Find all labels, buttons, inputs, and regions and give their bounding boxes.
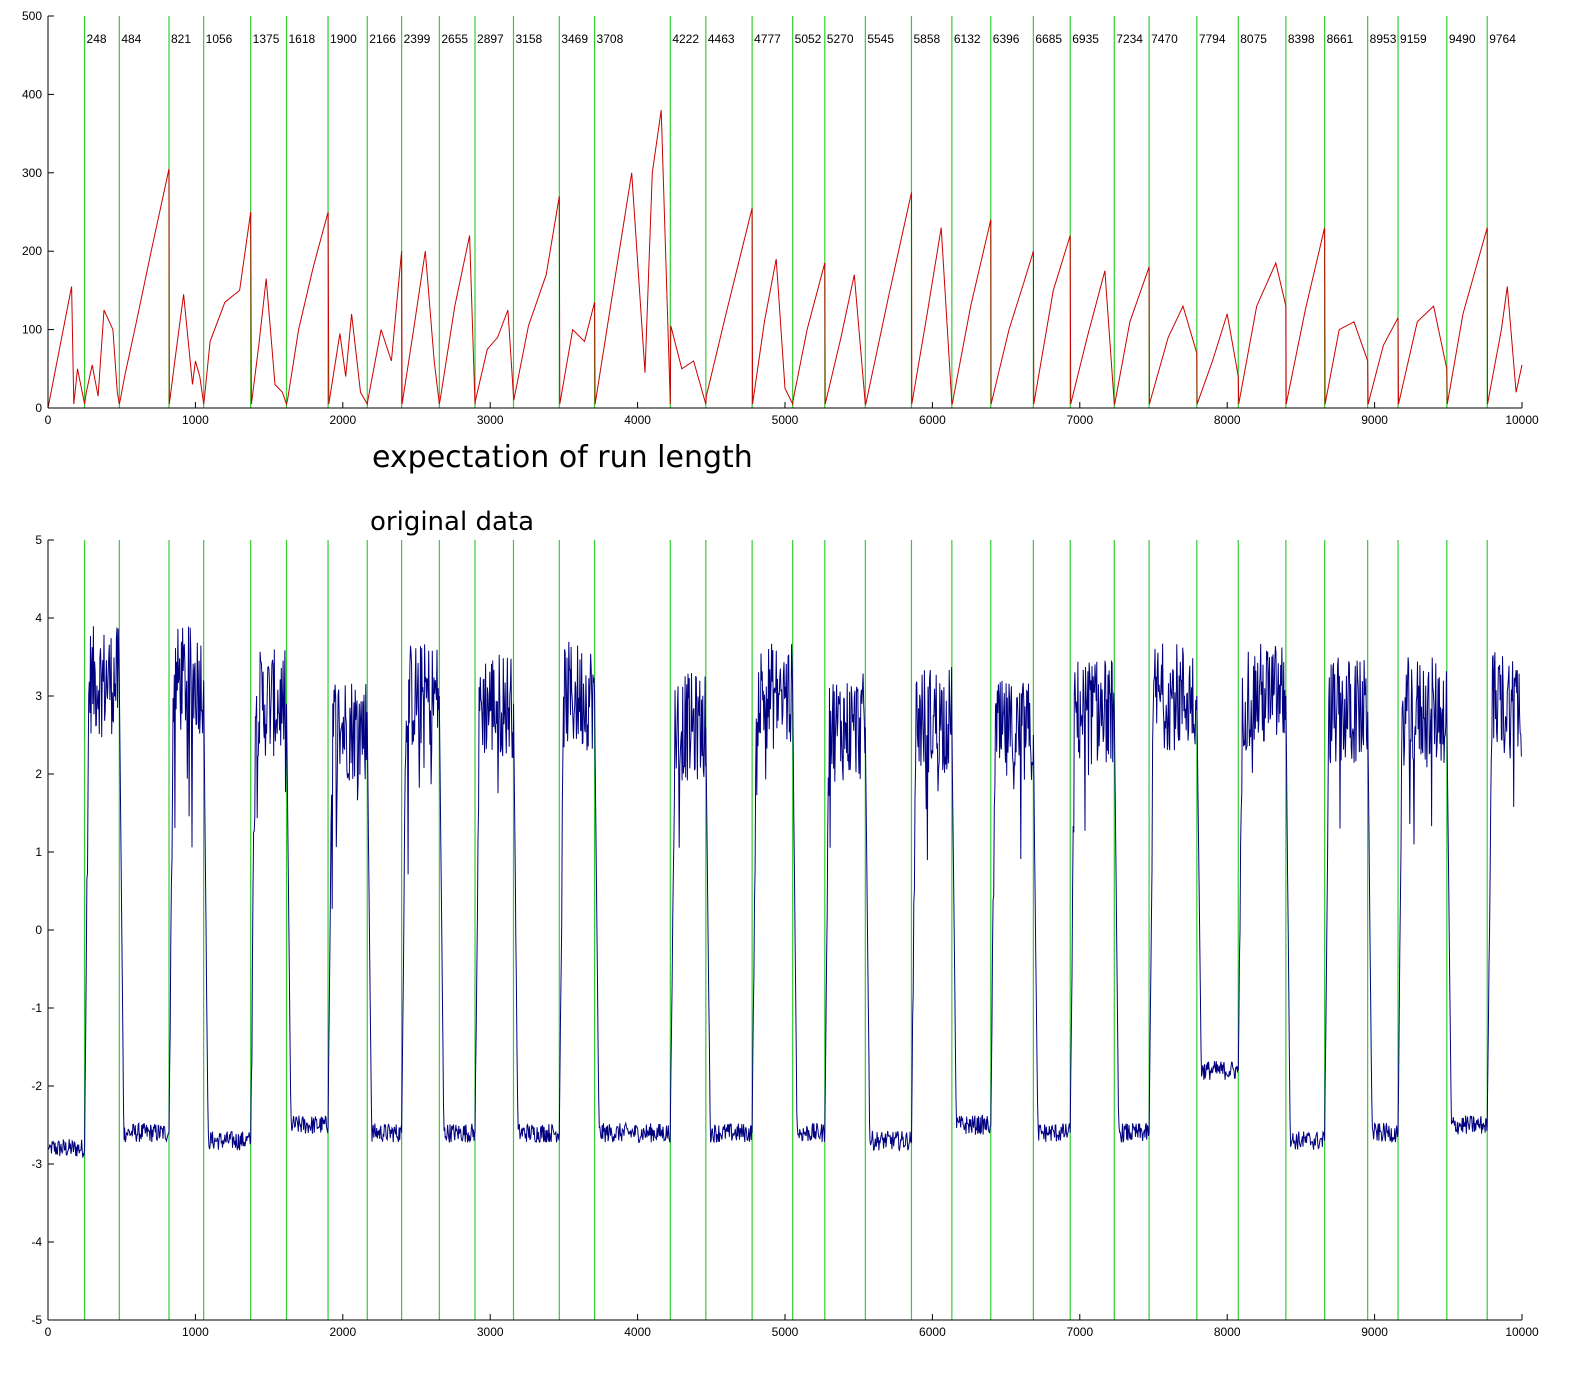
changepoint-label: 7234	[1116, 32, 1143, 46]
changepoint-label: 8953	[1370, 32, 1397, 46]
top-x-tick-label: 6000	[919, 413, 946, 427]
changepoint-label: 7794	[1199, 32, 1226, 46]
top-x-tick-label: 4000	[624, 413, 651, 427]
changepoint-label: 248	[87, 32, 107, 46]
bottom-x-tick-label: 8000	[1214, 1325, 1241, 1339]
changepoint-label: 6396	[993, 32, 1020, 46]
changepoint-label: 8398	[1288, 32, 1315, 46]
top-x-tick-label: 3000	[477, 413, 504, 427]
changepoint-label: 2399	[404, 32, 431, 46]
bottom-x-tick-label: 9000	[1361, 1325, 1388, 1339]
changepoint-label: 4222	[672, 32, 699, 46]
bottom-x-tick-label: 2000	[329, 1325, 356, 1339]
top-y-tick-label: 100	[22, 323, 42, 337]
changepoint-label: 1900	[330, 32, 357, 46]
bottom-y-tick-label: 1	[35, 845, 42, 859]
top-y-tick-label: 200	[22, 244, 42, 258]
bottom-chart-caption: original data	[370, 507, 534, 537]
top-y-tick-label: 500	[22, 9, 42, 23]
changepoint-label: 5858	[913, 32, 940, 46]
changepoint-label: 9159	[1400, 32, 1427, 46]
top-x-tick-label: 10000	[1505, 413, 1539, 427]
bottom-x-tick-label: 3000	[477, 1325, 504, 1339]
bottom-y-tick-label: -1	[31, 1001, 42, 1015]
top-x-tick-label: 9000	[1361, 413, 1388, 427]
bottom-x-tick-label: 7000	[1066, 1325, 1093, 1339]
top-x-tick-label: 1000	[182, 413, 209, 427]
bottom-y-tick-label: 2	[35, 767, 42, 781]
changepoint-label: 2897	[477, 32, 504, 46]
bottom-x-tick-label: 5000	[772, 1325, 799, 1339]
bottom-y-tick-label: -3	[31, 1157, 42, 1171]
top-x-tick-label: 7000	[1066, 413, 1093, 427]
bottom-y-tick-label: -2	[31, 1079, 42, 1093]
run-length-chart: 0 100 200 300 400 500 0 1000 2000 3000 4000 5000 60…	[22, 9, 1539, 427]
bottom-x-tick-label: 0	[45, 1325, 52, 1339]
changepoint-label: 3158	[515, 32, 542, 46]
changepoint-label: 9490	[1449, 32, 1476, 46]
changepoint-label: 484	[121, 32, 141, 46]
top-x-tick-label: 2000	[329, 413, 356, 427]
run-length-plot-area	[47, 16, 1523, 409]
bottom-y-tick-label: 3	[35, 689, 42, 703]
bottom-x-tick-label: 10000	[1505, 1325, 1539, 1339]
top-y-tick-label: 300	[22, 166, 42, 180]
bottom-y-tick-labels: -5 -4 -3 -2 -1 0 1 2 3 4 5	[31, 533, 54, 1327]
changepoint-label: 6132	[954, 32, 981, 46]
changepoint-label: 8661	[1327, 32, 1354, 46]
top-x-tick-label: 0	[45, 413, 52, 427]
original-data-plot-area	[47, 540, 1522, 1320]
bottom-y-tick-label: 4	[35, 611, 42, 625]
changepoint-label: 4463	[708, 32, 735, 46]
bottom-x-tick-label: 4000	[624, 1325, 651, 1339]
changepoint-label: 1375	[253, 32, 280, 46]
original-data-chart: -5 -4 -3 -2 -1 0 1 2 3 4 5 0 1000 2000 3000 4000 5000 60…	[31, 533, 1539, 1339]
top-y-tick-label: 400	[22, 87, 42, 101]
changepoint-label: 8075	[1240, 32, 1267, 46]
bottom-y-tick-label: -5	[31, 1313, 42, 1327]
changepoint-label: 2655	[441, 32, 468, 46]
changepoint-label: 5545	[867, 32, 894, 46]
changepoint-label: 5270	[827, 32, 854, 46]
top-chart-caption: expectation of run length	[372, 440, 753, 475]
bottom-x-tick-label: 1000	[182, 1325, 209, 1339]
changepoint-label: 4777	[754, 32, 781, 46]
top-x-tick-label: 8000	[1214, 413, 1241, 427]
changepoint-label: 3708	[597, 32, 624, 46]
changepoint-label: 1618	[288, 32, 315, 46]
bottom-x-tick-labels: 0 1000 2000 3000 4000 5000 6000 7000 8000 9000 100…	[45, 1314, 1539, 1339]
changepoint-label: 9764	[1489, 32, 1516, 46]
bottom-y-tick-label: 0	[35, 923, 42, 937]
bottom-y-tick-label: -4	[31, 1235, 42, 1249]
changepoint-label: 3469	[561, 32, 588, 46]
run-length-series-line	[47, 110, 1523, 409]
bottom-x-tick-label: 6000	[919, 1325, 946, 1339]
top-x-tick-label: 5000	[772, 413, 799, 427]
changepoint-label: 2166	[369, 32, 396, 46]
changepoint-label: 6685	[1035, 32, 1062, 46]
changepoint-label: 7470	[1151, 32, 1178, 46]
top-y-tick-labels: 0 100 200 300 400 500	[22, 9, 54, 415]
changepoint-label: 1056	[206, 32, 233, 46]
bottom-y-tick-label: 5	[35, 533, 42, 547]
changepoint-label: 5052	[795, 32, 822, 46]
top-x-tick-labels: 0 1000 2000 3000 4000 5000 6000 7000 8000 9000 100…	[45, 402, 1539, 427]
changepoint-label: 821	[171, 32, 191, 46]
top-y-tick-label: 0	[35, 401, 42, 415]
changepoint-labels: 248 484 821 1056 1375 1618 1900 2166 2399 2655 289…	[87, 32, 1517, 46]
changepoint-label: 6935	[1072, 32, 1099, 46]
original-data-series-line	[47, 626, 1522, 1158]
